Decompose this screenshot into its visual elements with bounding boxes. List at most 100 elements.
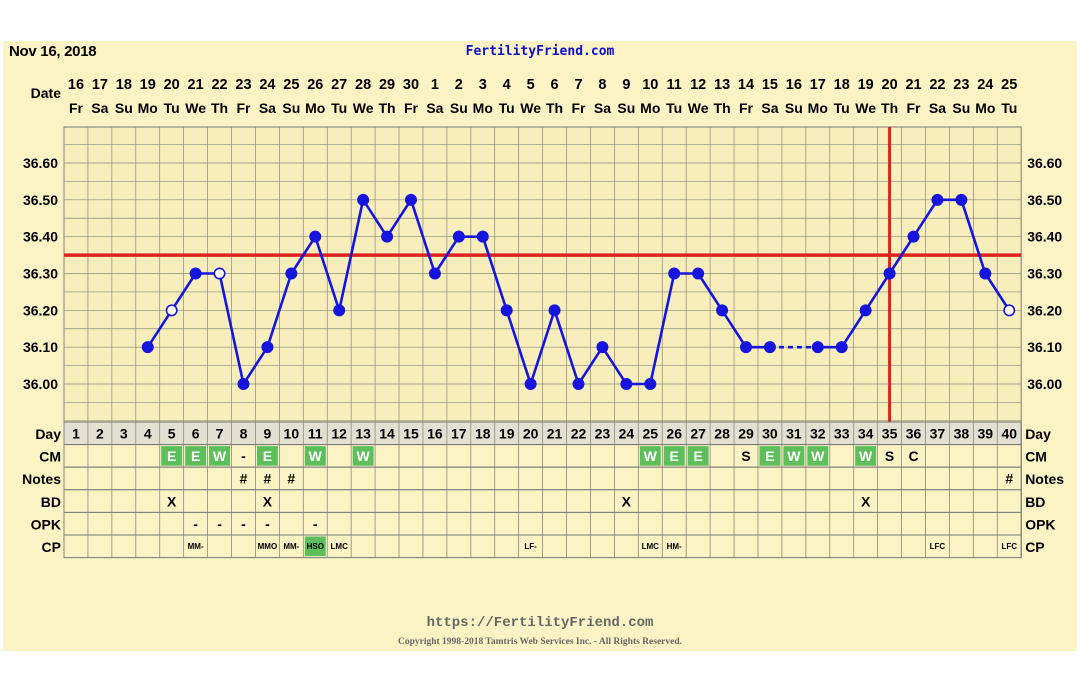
- cm-value: S: [741, 448, 750, 464]
- data-point: [644, 377, 657, 390]
- day-value: 6: [192, 426, 200, 442]
- day-value: 33: [834, 426, 850, 442]
- cm-value: W: [787, 448, 801, 464]
- y-tick-left: 36.40: [23, 229, 58, 245]
- data-point: [261, 341, 274, 354]
- weekday-label: Su: [282, 100, 300, 116]
- bd-value: X: [263, 493, 273, 509]
- day-value: 3: [120, 426, 128, 442]
- notes-value: #: [1005, 471, 1013, 487]
- day-value: 32: [810, 426, 826, 442]
- cm-value: W: [811, 448, 825, 464]
- date-label: 22: [211, 77, 227, 93]
- bd-value: X: [861, 493, 871, 509]
- day-value: 28: [714, 426, 730, 442]
- cm-value: E: [765, 448, 774, 464]
- day-value: 21: [547, 426, 563, 442]
- row-label-right-day: Day: [1025, 426, 1051, 442]
- day-value: 34: [858, 426, 874, 442]
- data-point: [404, 193, 417, 206]
- cm-value: -: [241, 448, 246, 464]
- chart-date: Nov 16, 2018: [9, 43, 97, 60]
- day-value: 12: [331, 426, 347, 442]
- y-tick-right: 36.20: [1027, 302, 1062, 318]
- row-label-right-opk: OPK: [1025, 516, 1055, 532]
- date-label: 1: [431, 77, 439, 93]
- date-label: 17: [810, 77, 826, 93]
- footer-url[interactable]: https://FertilityFriend.com: [426, 615, 654, 631]
- cell-green: [807, 446, 829, 466]
- day-value: 31: [786, 426, 802, 442]
- weekday-label: Tu: [499, 100, 515, 116]
- series-segment: [218, 273, 245, 385]
- day-value: 15: [403, 426, 419, 442]
- data-point: [285, 267, 298, 280]
- date-label: 21: [905, 77, 921, 93]
- cp-value: HM-: [667, 542, 682, 551]
- data-point: [452, 230, 465, 243]
- day-value: 25: [642, 426, 658, 442]
- bd-value: X: [622, 493, 632, 509]
- cell-green: [663, 446, 685, 466]
- y-tick-right: 36.40: [1027, 229, 1062, 245]
- opk-value: -: [265, 516, 270, 532]
- series-segment: [577, 346, 604, 385]
- date-label: 13: [714, 77, 730, 93]
- series-segment: [362, 199, 389, 238]
- date-label: 27: [331, 77, 347, 93]
- day-value: 10: [284, 426, 300, 442]
- series-segment: [529, 309, 556, 385]
- series-segment: [481, 236, 508, 311]
- cell-green: [352, 446, 374, 466]
- data-point: [883, 267, 896, 280]
- cm-value: E: [167, 448, 176, 464]
- row-label-right-bd: BD: [1025, 494, 1045, 510]
- series-segment: [601, 346, 628, 385]
- date-label: 9: [622, 77, 630, 93]
- series-segment: [697, 272, 724, 312]
- series-segment: [960, 199, 987, 274]
- weekday-label: Sa: [594, 100, 611, 116]
- cell-green: [304, 536, 326, 557]
- cm-value: W: [644, 448, 658, 464]
- date-label: 15: [762, 77, 778, 93]
- day-value: 30: [762, 426, 778, 442]
- weekday-label: Sa: [91, 100, 108, 116]
- footer-copyright: Copyright 1998-2018 Tamtris Web Services…: [397, 637, 683, 647]
- cp-value: MM-: [283, 542, 299, 551]
- y-tick-right: 36.50: [1027, 192, 1062, 208]
- y-tick-left: 36.10: [23, 339, 58, 355]
- day-value: 13: [355, 426, 371, 442]
- date-label: 25: [283, 77, 299, 93]
- weekday-label: Th: [546, 100, 563, 116]
- date-label: 30: [403, 77, 419, 93]
- series-segment: [409, 199, 437, 274]
- row-label-left-cm: CM: [39, 449, 61, 465]
- cm-value: S: [885, 448, 894, 464]
- series-segment: [912, 199, 939, 238]
- day-value: 37: [930, 426, 946, 442]
- cp-value: MM-: [188, 542, 204, 551]
- date-label: 16: [68, 77, 84, 93]
- cm-value: E: [263, 448, 272, 464]
- series-segment: [720, 309, 748, 348]
- y-tick-right: 36.00: [1027, 376, 1062, 392]
- weekday-label: Fr: [571, 100, 586, 116]
- data-point: [572, 377, 585, 390]
- series-segment: [864, 272, 891, 312]
- row-label-left-opk: OPK: [31, 516, 61, 532]
- cm-value: E: [191, 448, 200, 464]
- site-link[interactable]: FertilityFriend.com: [465, 44, 615, 59]
- day-value: 35: [882, 426, 898, 442]
- cp-value: LF-: [524, 542, 537, 551]
- date-label: 20: [882, 77, 898, 93]
- y-tick-left: 36.30: [23, 266, 58, 282]
- opk-value: -: [313, 516, 318, 532]
- weekday-label: Th: [379, 100, 396, 116]
- date-label: 23: [235, 77, 251, 93]
- data-point: [548, 304, 561, 317]
- y-tick-right: 36.30: [1027, 266, 1062, 282]
- data-point: [357, 193, 370, 206]
- date-label: 24: [977, 77, 993, 93]
- series-segment: [553, 309, 580, 385]
